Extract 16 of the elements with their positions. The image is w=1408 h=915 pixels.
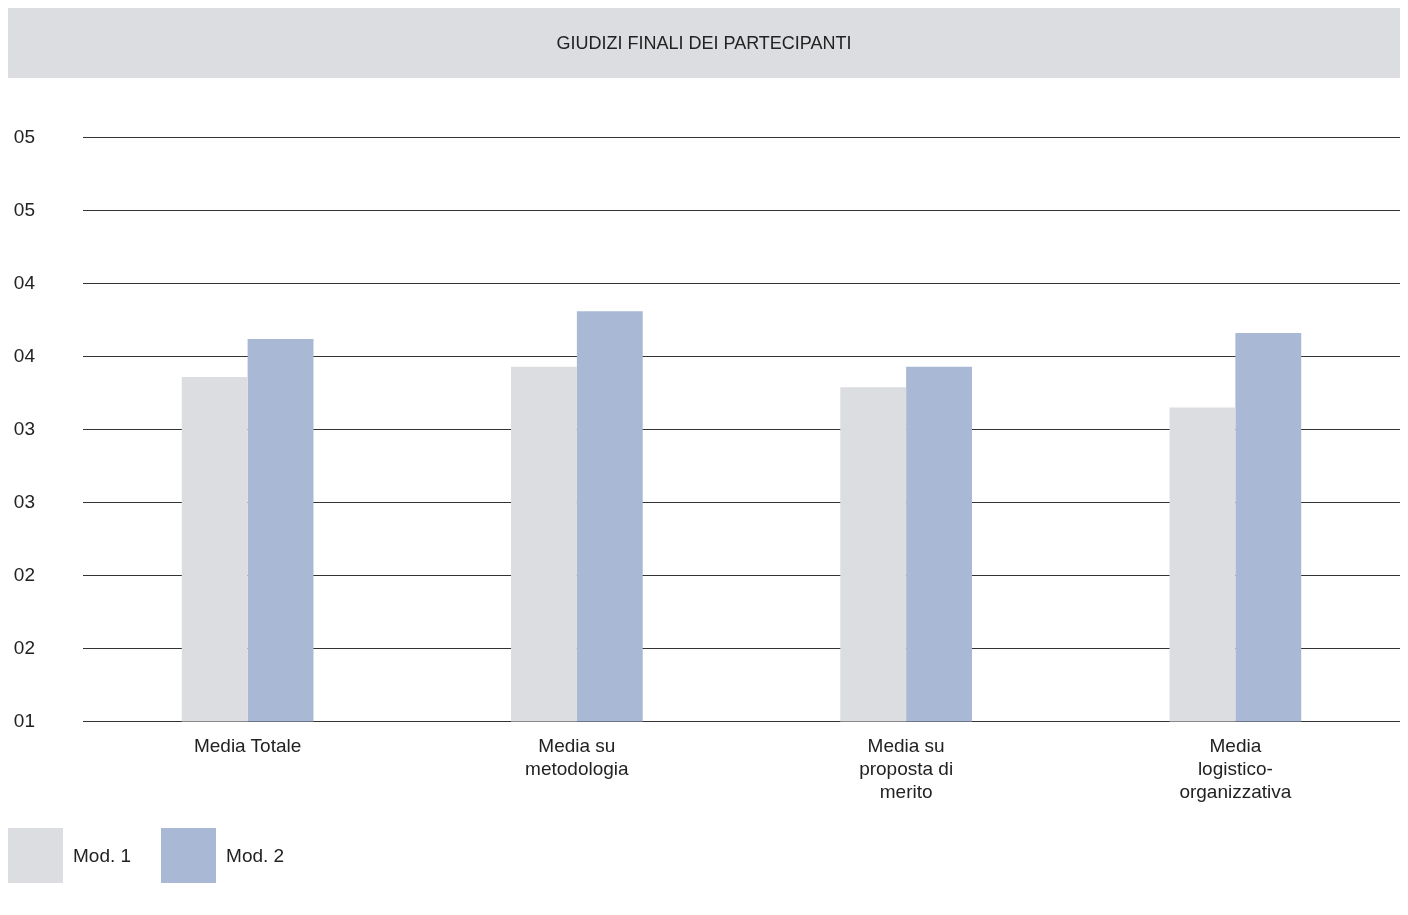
x-tick-label: Media Totale (193, 735, 302, 757)
x-tick-label: Media su metodologia (525, 735, 630, 780)
y-tick-label: 05 (13, 125, 35, 147)
y-tick-label: 02 (13, 636, 35, 658)
x-tick-label: Media su proposta di merito (859, 735, 954, 802)
series-label: Mod. 2 (226, 844, 285, 867)
x-tick-label: Media logistico-organizzativa (1179, 735, 1292, 802)
y-tick-label: 04 (13, 344, 36, 366)
y-tick-label: 04 (13, 271, 36, 293)
y-tick-label: 03 (13, 417, 35, 439)
text: Mod. 1 (73, 844, 132, 867)
y-tick-label: 01 (13, 709, 35, 731)
y-tick-label: 03 (13, 490, 35, 512)
y-tick-label: 05 (13, 198, 35, 220)
chart-title: GIUDIZI FINALI DEI PARTECIPANTI (8, 8, 1400, 78)
y-tick-label: 02 (13, 563, 35, 585)
